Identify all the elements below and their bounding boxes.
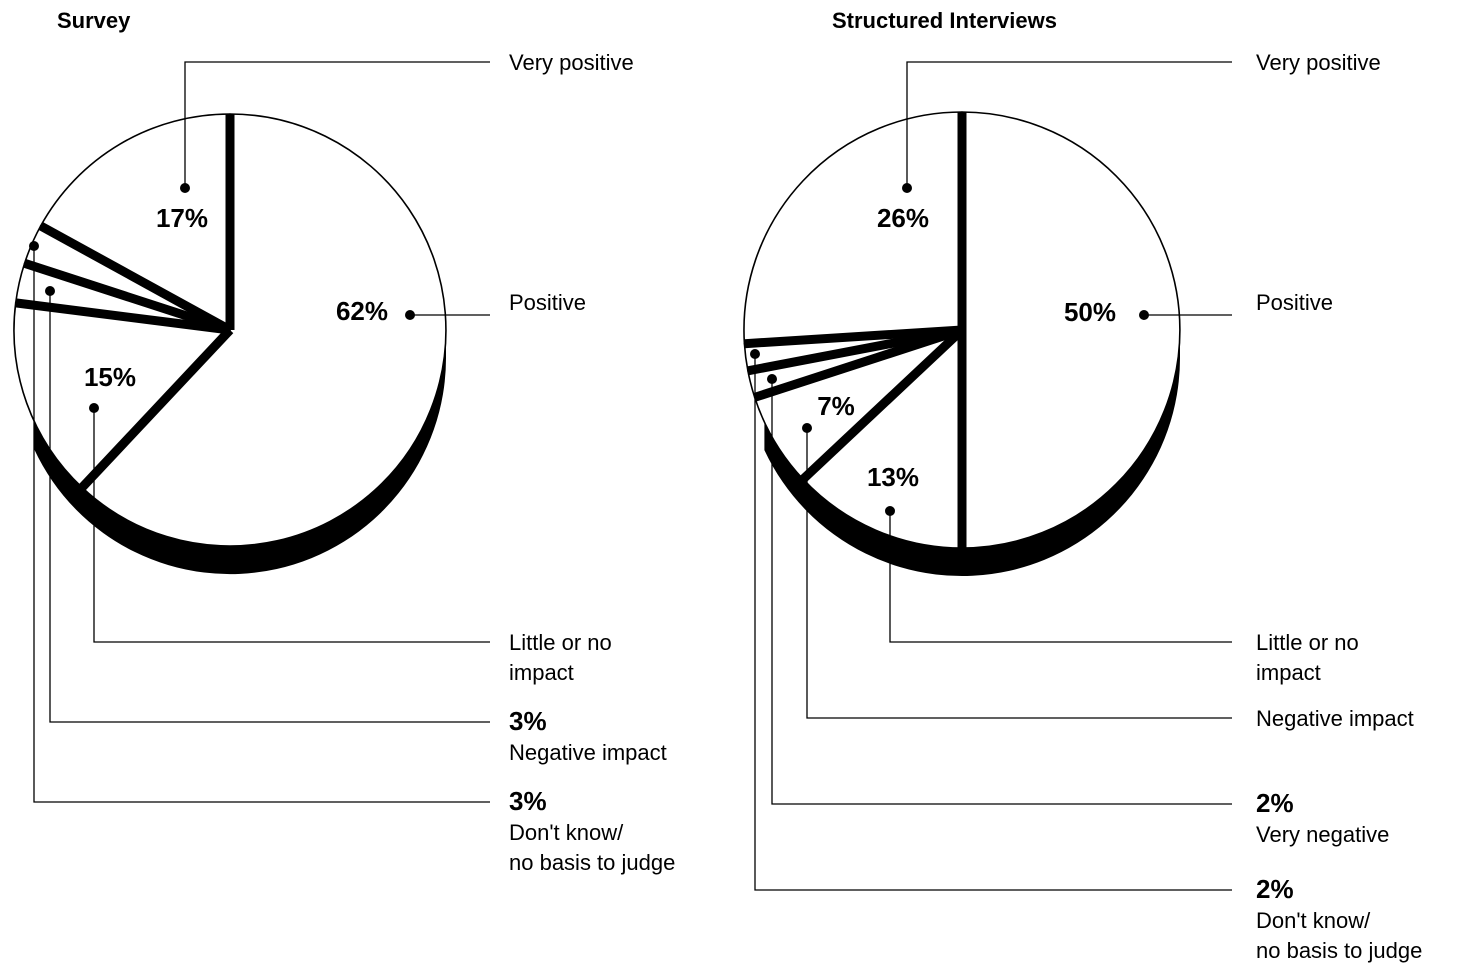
slice-percent-very-positive: 26% xyxy=(877,203,929,233)
slice-separator xyxy=(15,298,231,335)
leader-line xyxy=(184,61,490,188)
leader-line xyxy=(906,61,1232,188)
legend-label-little-or-no-impact: impact xyxy=(509,660,574,685)
legend-label-negative-impact: Negative impact xyxy=(509,740,667,765)
legend-label-don-t-know-no-basis-to-judge: no basis to judge xyxy=(509,850,675,875)
slice-separator xyxy=(747,325,963,376)
legend-percent-negative-impact: 3% xyxy=(509,706,547,736)
legend-label-negative-impact: Negative impact xyxy=(1256,706,1414,731)
leader-line xyxy=(806,428,1232,719)
legend-label-very-positive: Very positive xyxy=(1256,50,1381,75)
slice-separator xyxy=(800,326,966,483)
legend-percent-don-t-know-no-basis-to-judge: 3% xyxy=(509,786,547,816)
legend-label-little-or-no-impact: impact xyxy=(1256,660,1321,685)
leader-line xyxy=(889,511,1232,643)
pie-slice-very-positive xyxy=(743,111,963,345)
chart-title: Survey xyxy=(57,8,131,33)
legend-label-very-negative: Very negative xyxy=(1256,822,1389,847)
legend-label-don-t-know-no-basis-to-judge: no basis to judge xyxy=(1256,938,1422,963)
slice-separator xyxy=(78,326,234,491)
slice-separator xyxy=(38,221,233,334)
pie-slice-little-or-no-impact xyxy=(13,302,231,489)
legend-label-little-or-no-impact: Little or no xyxy=(1256,630,1359,655)
slice-percent-very-positive: 17% xyxy=(156,203,208,233)
slice-percent-little-or-no-impact: 15% xyxy=(84,362,136,392)
pie-slice-positive xyxy=(81,113,447,547)
legend-label-don-t-know-no-basis-to-judge: Don't know/ xyxy=(509,820,624,845)
leader-line xyxy=(33,246,490,803)
pie-slice-little-or-no-impact xyxy=(802,329,963,549)
slice-separator xyxy=(23,259,232,335)
legend-label-very-positive: Very positive xyxy=(509,50,634,75)
slice-separator xyxy=(753,325,964,402)
legend-label-positive: Positive xyxy=(1256,290,1333,315)
chart-title: Structured Interviews xyxy=(832,8,1057,33)
pie-slice-positive xyxy=(961,111,1181,549)
slice-percent-positive: 62% xyxy=(336,296,388,326)
leader-line xyxy=(754,354,1232,891)
leader-line xyxy=(93,408,490,643)
leader-line xyxy=(771,379,1232,805)
legend-percent-don-t-know-no-basis-to-judge: 2% xyxy=(1256,874,1294,904)
slice-percent-positive: 50% xyxy=(1064,297,1116,327)
pie-slice-very-positive xyxy=(39,113,231,331)
legend-label-don-t-know-no-basis-to-judge: Don't know/ xyxy=(1256,908,1371,933)
slice-percent-little-or-no-impact: 13% xyxy=(867,462,919,492)
legend-label-positive: Positive xyxy=(509,290,586,315)
slice-percent-negative-impact: 7% xyxy=(817,391,855,421)
legend-percent-very-negative: 2% xyxy=(1256,788,1294,818)
legend-label-little-or-no-impact: Little or no xyxy=(509,630,612,655)
leader-line xyxy=(49,291,490,723)
slice-separator xyxy=(744,325,963,349)
